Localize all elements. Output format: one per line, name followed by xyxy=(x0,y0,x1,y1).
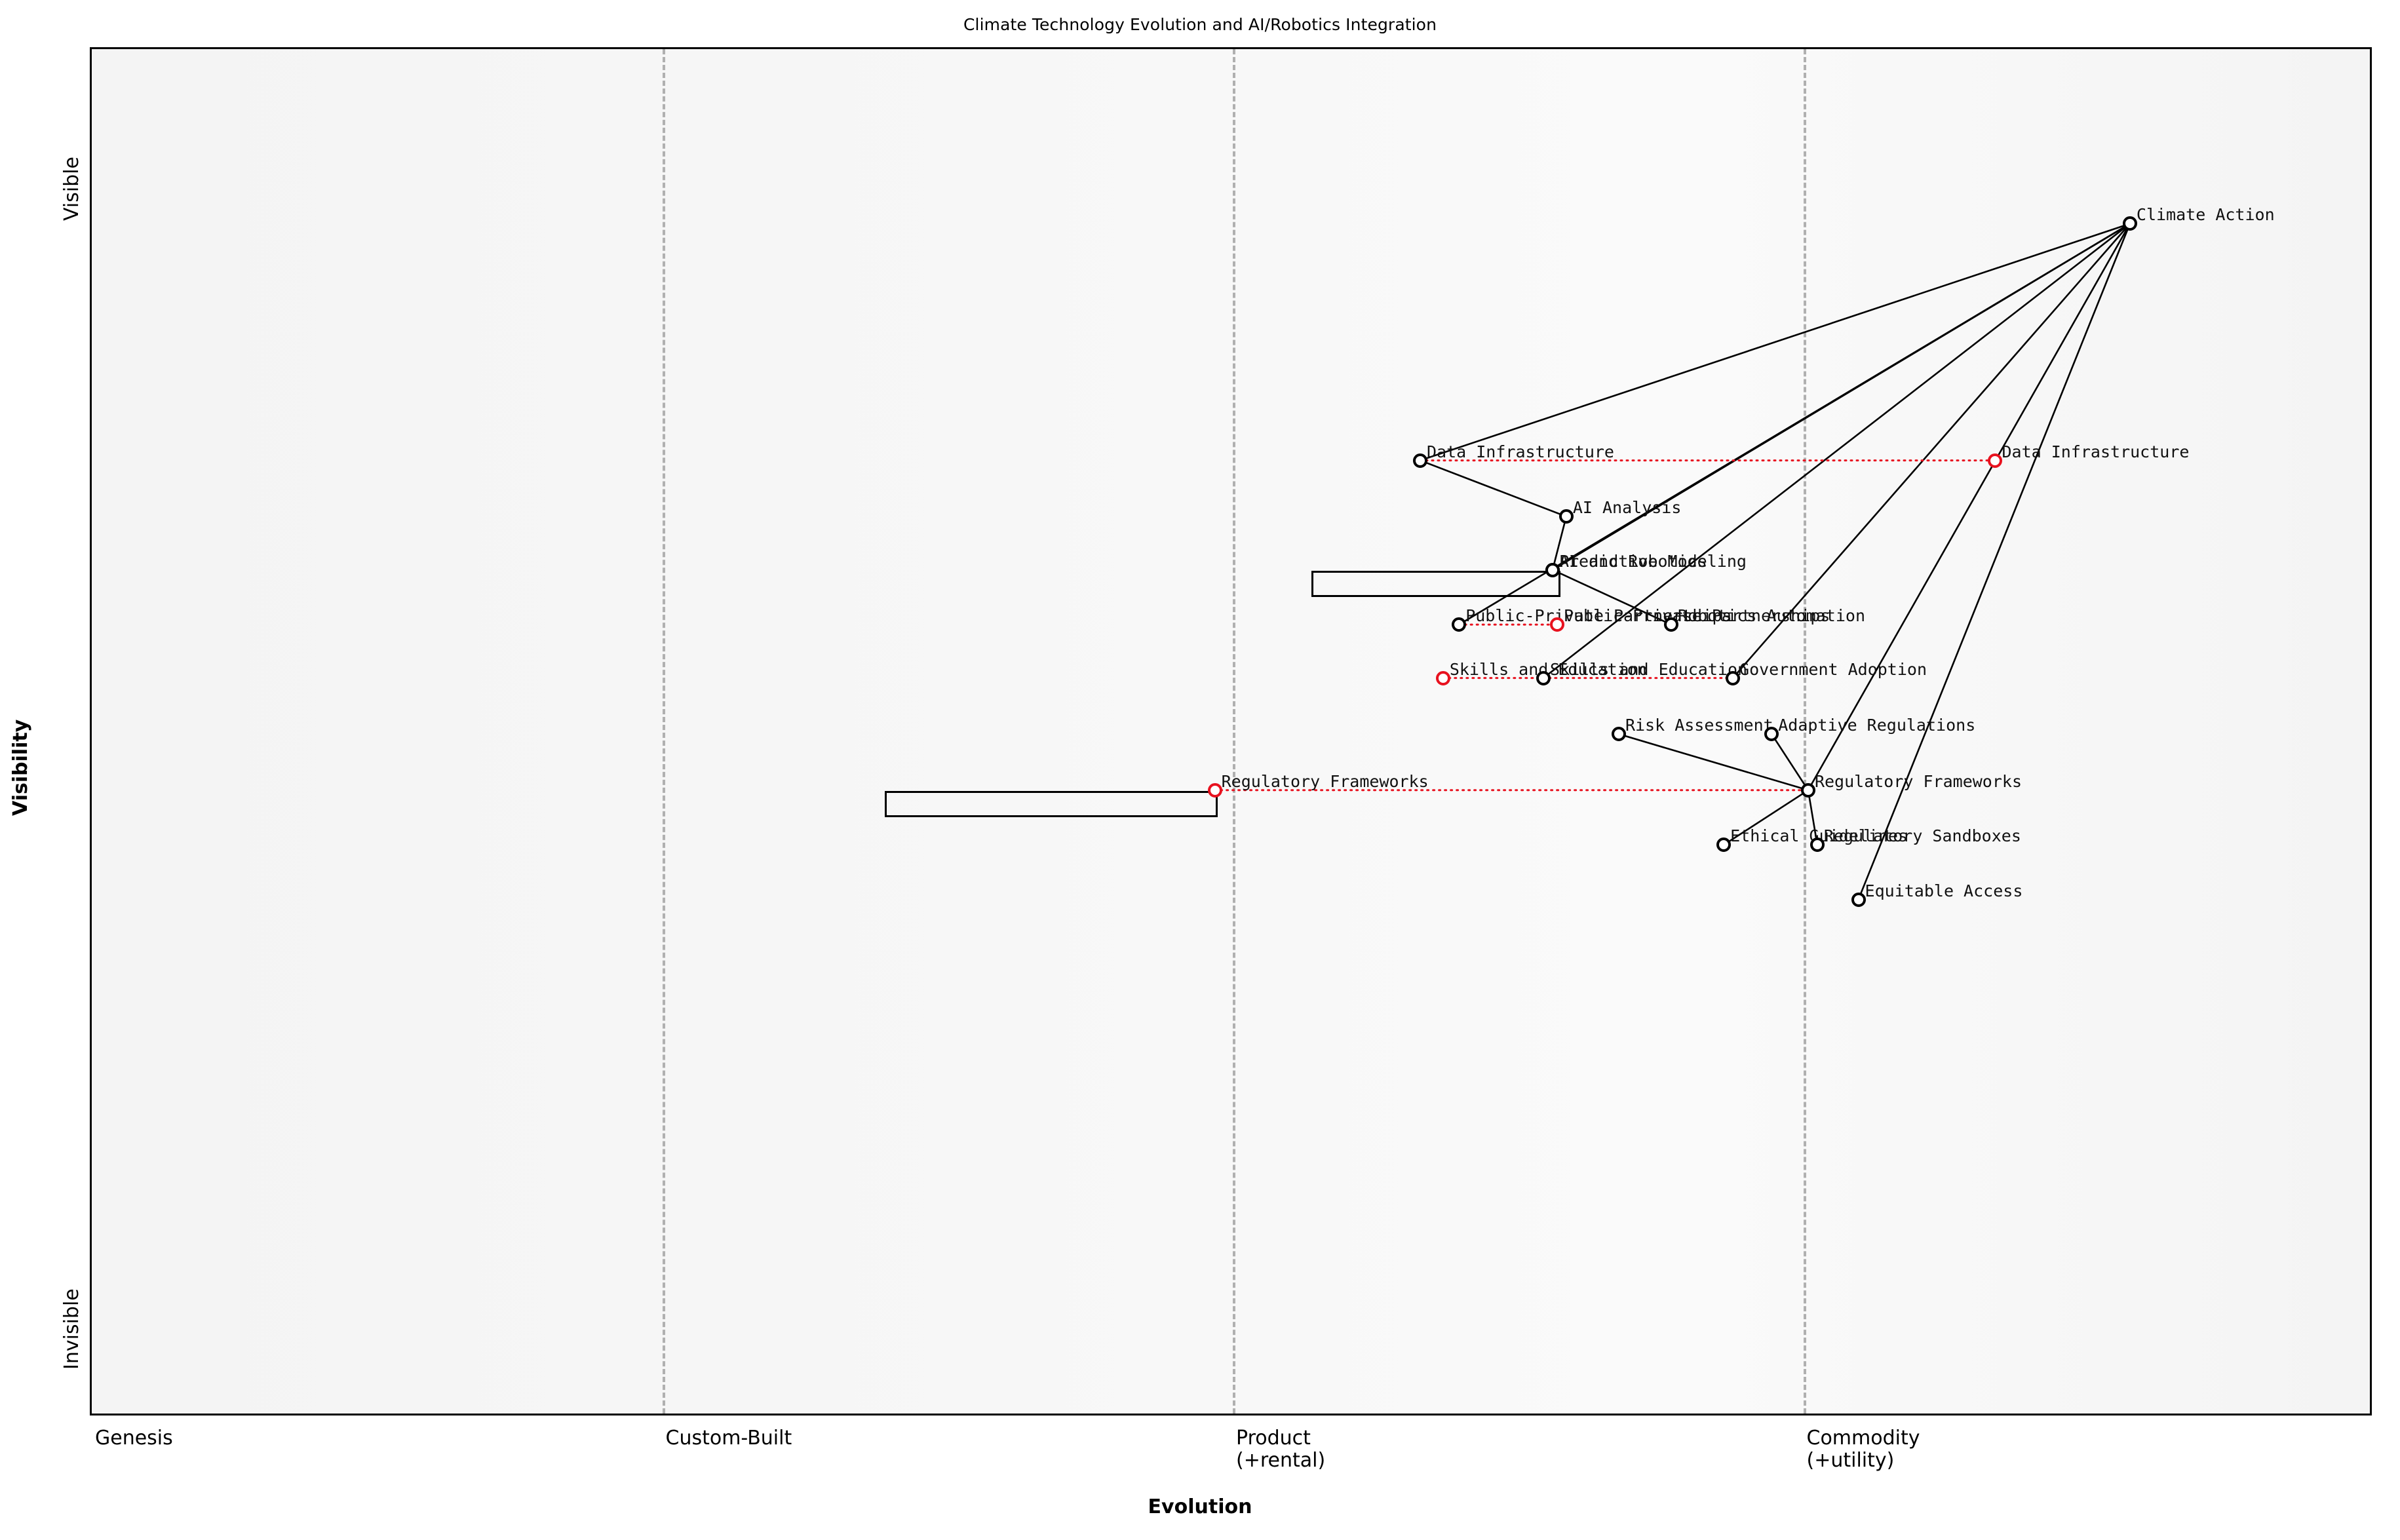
node-label-data-infrastructure: Data Infrastructure xyxy=(1427,442,1614,461)
node-regulatory-frameworks[interactable] xyxy=(1800,782,1815,798)
x-tick-label-3: Commodity (+utility) xyxy=(1806,1427,1920,1472)
node-adaptive-regulations[interactable] xyxy=(1764,727,1779,742)
y-tick-label-1: Visible xyxy=(60,156,83,221)
node-robotics-automation[interactable] xyxy=(1664,617,1679,632)
chart-title: Climate Technology Evolution and AI/Robo… xyxy=(963,15,1437,34)
node-label-regulatory-sandboxes: Regulatory Sandboxes xyxy=(1823,826,2021,846)
node-label-risk-assessment: Risk Assessment xyxy=(1625,716,1773,735)
y-axis-title: Visibility xyxy=(9,719,32,816)
x-tick-label-0: Genesis xyxy=(95,1427,173,1450)
node-label-predictive-modeling: Predictive Modeling xyxy=(1558,551,1747,571)
node-public-private-partnerships[interactable] xyxy=(1452,617,1467,632)
node-label-regulatory-frameworks: Regulatory Frameworks xyxy=(1814,771,2023,791)
node-climate-action[interactable] xyxy=(2122,216,2137,231)
node-public-private-evo[interactable] xyxy=(1549,617,1564,632)
plot-area xyxy=(90,47,2372,1415)
node-label-ai-and-robotics: AI and Robotics xyxy=(1558,551,1707,571)
node-label-public-private-evo: Public-Private Partnerships xyxy=(1563,606,1830,626)
node-label-robotics-automation: Robotics Automation xyxy=(1678,606,1865,626)
node-skills-and-education-evo[interactable] xyxy=(1435,670,1450,685)
gridline-2 xyxy=(1233,49,1235,1414)
pipeline-0 xyxy=(1311,570,1560,597)
x-tick-label-1: Custom-Built xyxy=(665,1427,792,1450)
x-tick-label-2: Product (+rental) xyxy=(1236,1427,1326,1472)
node-data-infrastructure-evo[interactable] xyxy=(1988,453,2003,468)
node-regulatory-sandboxes[interactable] xyxy=(1810,837,1825,853)
node-label-public-private-partnerships: Public-Private Partnerships xyxy=(1465,606,1732,626)
node-government-adoption[interactable] xyxy=(1726,670,1741,685)
node-label-regulatory-frameworks-evo: Regulatory Frameworks xyxy=(1221,771,1429,791)
node-data-infrastructure[interactable] xyxy=(1413,453,1427,468)
node-risk-assessment[interactable] xyxy=(1611,727,1626,742)
node-ethical-guidelines[interactable] xyxy=(1716,837,1732,853)
node-ai-and-robotics[interactable] xyxy=(1545,562,1560,577)
node-label-ai-analysis: AI Analysis xyxy=(1572,498,1682,518)
node-label-equitable-access: Equitable Access xyxy=(1865,881,2023,900)
gridline-1 xyxy=(662,49,665,1414)
x-axis-title: Evolution xyxy=(1148,1495,1252,1518)
node-label-climate-action: Climate Action xyxy=(2136,205,2275,225)
node-label-skills-and-education: Skills and Education xyxy=(1550,659,1748,679)
node-label-adaptive-regulations: Adaptive Regulations xyxy=(1778,716,1976,735)
y-tick-label-0: Invisible xyxy=(60,1288,83,1370)
node-label-data-infrastructure-evo: Data Infrastructure xyxy=(2002,442,2190,461)
node-skills-and-education[interactable] xyxy=(1536,670,1551,685)
node-label-government-adoption: Government Adoption xyxy=(1739,659,1927,679)
node-ai-analysis[interactable] xyxy=(1558,509,1574,524)
plot-inner xyxy=(92,49,2370,1414)
gridline-3 xyxy=(1803,49,1806,1414)
node-regulatory-frameworks-evo[interactable] xyxy=(1207,782,1222,798)
node-equitable-access[interactable] xyxy=(1851,892,1866,907)
pipeline-1 xyxy=(884,790,1218,817)
